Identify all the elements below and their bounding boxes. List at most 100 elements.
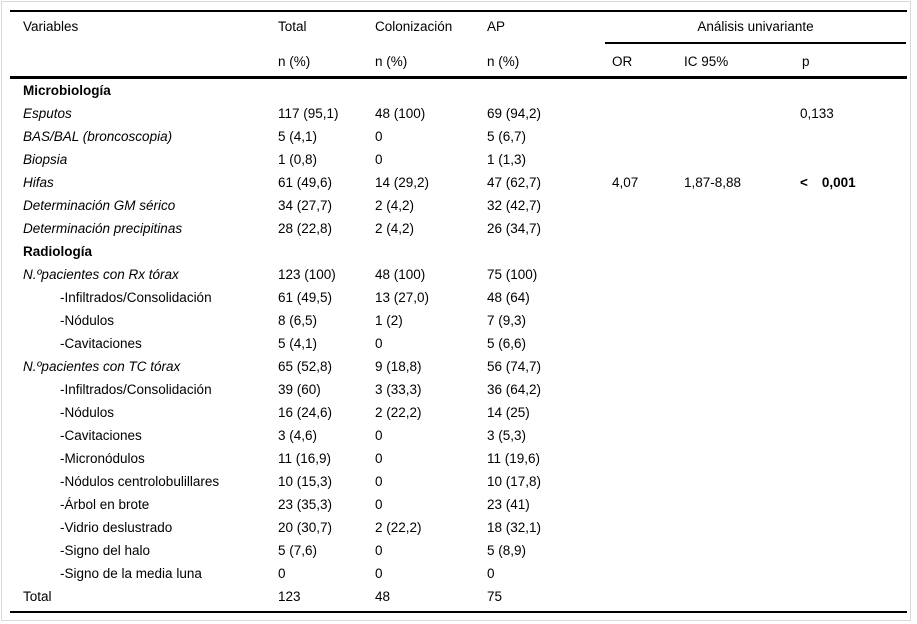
- cell-ap: 56 (74,7): [487, 359, 542, 374]
- cell-total: 123 (100): [278, 267, 336, 282]
- cell-ap: 3 (5,3): [487, 428, 527, 443]
- cell-label: Microbiología: [23, 83, 111, 98]
- cell-label: N.ºpacientes con Rx tórax: [23, 267, 179, 282]
- cell-label: -Cavitaciones: [60, 336, 142, 351]
- cell-ap: 75 (100): [487, 267, 538, 282]
- table-row: Esputos 117 (95,1) 48 (100) 69 (94,2) 0,133: [10, 102, 907, 125]
- cell-ap: 69 (94,2): [487, 106, 542, 121]
- header-n-pct-ap: n (%): [487, 54, 520, 69]
- cell-label: Determinación precipitinas: [23, 221, 183, 236]
- cell-col: 2 (4,2): [375, 221, 415, 236]
- cell-total: 65 (52,8): [278, 359, 333, 374]
- cell-label: Determinación GM sérico: [23, 198, 176, 213]
- cell-col: 48: [375, 589, 391, 604]
- cell-col: 14 (29,2): [375, 175, 430, 190]
- cell-total: 61 (49,6): [278, 175, 333, 190]
- cell-ap: 5 (6,6): [487, 336, 527, 351]
- table-row: -Cavitaciones 5 (4,1) 0 5 (6,6): [10, 332, 907, 355]
- table-row: Total 123 48 75: [10, 585, 907, 608]
- cell-total: 123: [278, 589, 301, 604]
- cell-label: N.ºpacientes con TC tórax: [23, 359, 181, 374]
- table-body: Microbiología Esputos 117 (95,1) 48 (100) 69…: [10, 79, 907, 608]
- cell-total: 10 (15,3): [278, 474, 333, 489]
- cell-label: Hifas: [23, 175, 54, 190]
- table-row: Determinación precipitinas 28 (22,8) 2 (4,…: [10, 217, 907, 240]
- cell-ap: 32 (42,7): [487, 198, 542, 213]
- table-row: -Vidrio deslustrado 20 (30,7) 2 (22,2) 18 (…: [10, 516, 907, 539]
- header-p: p: [802, 54, 810, 69]
- cell-ap: 5 (6,7): [487, 129, 527, 144]
- table-bottom-rule: [10, 611, 907, 613]
- cell-col: 0: [375, 428, 383, 443]
- cell-ap: 47 (62,7): [487, 175, 542, 190]
- analisis-underline-rule: [605, 42, 906, 44]
- cell-label: -Signo del halo: [60, 543, 151, 558]
- cell-total: 23 (35,3): [278, 497, 333, 512]
- header-colonizacion: Colonización: [375, 19, 453, 34]
- header-bottom-rule: [10, 76, 907, 79]
- cell-label: BAS/BAL (broncoscopia): [23, 129, 173, 144]
- cell-total: 1 (0,8): [278, 152, 318, 167]
- cell-col: 0: [375, 336, 383, 351]
- table-row: Hifas 61 (49,6) 14 (29,2) 47 (62,7) 4,07 1,87…: [10, 171, 907, 194]
- cell-col: 13 (27,0): [375, 290, 430, 305]
- table-row: -Cavitaciones 3 (4,6) 0 3 (5,3): [10, 424, 907, 447]
- cell-total: 3 (4,6): [278, 428, 318, 443]
- table-row: Determinación GM sérico 34 (27,7) 2 (4,2) 3…: [10, 194, 907, 217]
- cell-col: 9 (18,8): [375, 359, 422, 374]
- cell-label: -Micronódulos: [60, 451, 145, 466]
- cell-col: 0: [375, 543, 383, 558]
- table-row: -Infiltrados/Consolidación 39 (60) 3 (33,3…: [10, 378, 907, 401]
- table-row: Biopsia 1 (0,8) 0 1 (1,3): [10, 148, 907, 171]
- table-row: -Signo del halo 5 (7,6) 0 5 (8,9): [10, 539, 907, 562]
- table-row: -Nódulos 8 (6,5) 1 (2) 7 (9,3): [10, 309, 907, 332]
- cell-col: 2 (4,2): [375, 198, 415, 213]
- table-row: -Árbol en brote 23 (35,3) 0 23 (41): [10, 493, 907, 516]
- header-analisis-univariante: Análisis univariante: [697, 19, 814, 34]
- cell-total: 117 (95,1): [278, 106, 339, 121]
- cell-col: 48 (100): [375, 106, 426, 121]
- cell-ap: 1 (1,3): [487, 152, 527, 167]
- header-total: Total: [278, 19, 307, 34]
- table-row: BAS/BAL (broncoscopia) 5 (4,1) 0 5 (6,7): [10, 125, 907, 148]
- cell-total: 28 (22,8): [278, 221, 333, 236]
- cell-col: 2 (22,2): [375, 520, 422, 535]
- cell-total: 5 (4,1): [278, 336, 318, 351]
- cell-label: -Cavitaciones: [60, 428, 142, 443]
- cell-ap: 14 (25): [487, 405, 530, 420]
- cell-label: Total: [23, 589, 52, 604]
- table-row: -Nódulos centrolobulillares 10 (15,3) 0 10 …: [10, 470, 907, 493]
- cell-col: 0: [375, 497, 383, 512]
- table-row: Radiología: [10, 240, 907, 263]
- cell-label: -Infiltrados/Consolidación: [60, 290, 212, 305]
- cell-col: 48 (100): [375, 267, 426, 282]
- cell-col: 3 (33,3): [375, 382, 422, 397]
- cell-ap: 11 (19,6): [487, 451, 541, 466]
- cell-ap: 48 (64): [487, 290, 530, 305]
- cell-label: -Árbol en brote: [60, 497, 150, 512]
- cell-ap: 18 (32,1): [487, 520, 542, 535]
- header-variables: Variables: [23, 19, 79, 34]
- cell-label: Biopsia: [23, 152, 68, 167]
- cell-total: 61 (49,5): [278, 290, 333, 305]
- cell-total: 11 (16,9): [278, 451, 332, 466]
- cell-label: -Nódulos: [60, 405, 115, 420]
- cell-col: 1 (2): [375, 313, 403, 328]
- cell-p: <0,001: [800, 175, 856, 190]
- cell-ap: 0: [487, 566, 495, 581]
- cell-label: -Nódulos: [60, 313, 115, 328]
- cell-col: 2 (22,2): [375, 405, 422, 420]
- cell-col: 0: [375, 451, 383, 466]
- header-ap: AP: [487, 19, 506, 34]
- table-row: -Infiltrados/Consolidación 61 (49,5) 13 (2…: [10, 286, 907, 309]
- cell-ap: 23 (41): [487, 497, 530, 512]
- cell-ap: 10 (17,8): [487, 474, 542, 489]
- cell-ap: 26 (34,7): [487, 221, 542, 236]
- cell-total: 5 (7,6): [278, 543, 318, 558]
- table-row: N.ºpacientes con TC tórax 65 (52,8) 9 (18,…: [10, 355, 907, 378]
- cell-total: 39 (60): [278, 382, 321, 397]
- table-top-rule: [10, 10, 907, 12]
- cell-label: -Nódulos centrolobulillares: [60, 474, 220, 489]
- table-row: -Micronódulos 11 (16,9) 0 11 (19,6): [10, 447, 907, 470]
